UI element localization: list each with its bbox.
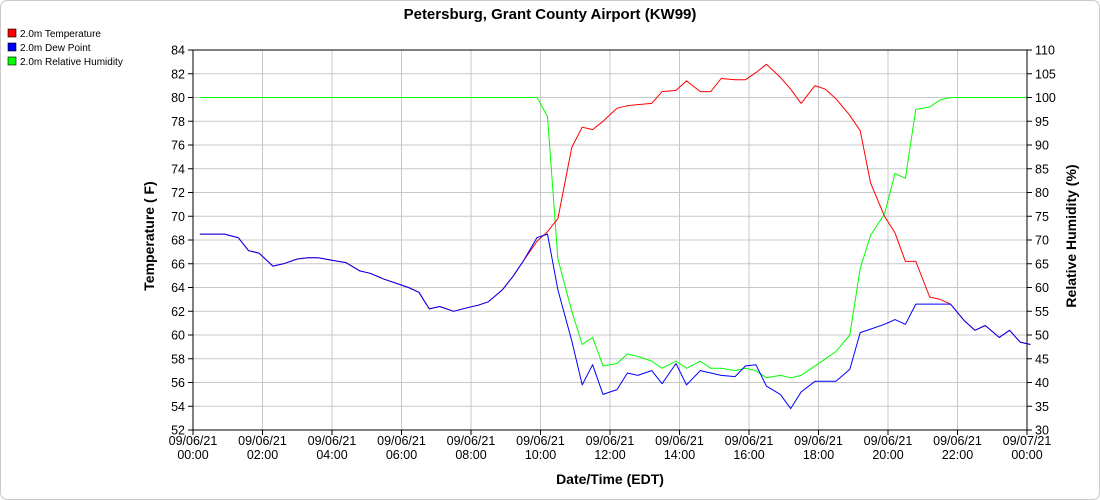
legend: 2.0m Temperature 2.0m Dew Point 2.0m Rel… <box>7 28 123 68</box>
x-tick-label-date: 09/06/21 <box>725 434 774 448</box>
x-axis-label: Date/Time (EDT) <box>556 471 664 487</box>
y-left-tick-label: 58 <box>171 352 185 366</box>
y-left-tick-label: 80 <box>171 91 185 105</box>
x-tick-label-date: 09/06/21 <box>655 434 704 448</box>
legend-swatch-relative-humidity <box>7 56 17 66</box>
x-tick-label-time: 04:00 <box>316 448 347 462</box>
x-tick-label-date: 09/06/21 <box>516 434 565 448</box>
y-right-tick-label: 50 <box>1035 329 1049 343</box>
x-tick-label-date: 09/06/21 <box>586 434 635 448</box>
x-tick-label-date: 09/06/21 <box>238 434 287 448</box>
x-tick-label-date: 09/06/21 <box>169 434 218 448</box>
y-left-tick-label: 72 <box>171 186 185 200</box>
x-tick-label-time: 16:00 <box>733 448 764 462</box>
y-axis-left-label: Temperature ( F) <box>141 181 157 290</box>
x-tick-label-time: 18:00 <box>803 448 834 462</box>
y-right-tick-label: 90 <box>1035 139 1049 153</box>
y-left-tick-label: 76 <box>171 139 185 153</box>
legend-label-dew-point: 2.0m Dew Point <box>20 43 91 54</box>
dew-point-line <box>199 233 1031 410</box>
y-left-tick-label: 56 <box>171 376 185 390</box>
axis-ticks: 09/06/2100:0009/06/2102:0009/06/2104:000… <box>169 44 1056 463</box>
x-tick-label-time: 02:00 <box>247 448 278 462</box>
y-left-tick-label: 54 <box>171 400 185 414</box>
x-tick-label-date: 09/06/21 <box>794 434 843 448</box>
y-right-tick-label: 60 <box>1035 281 1049 295</box>
x-tick-label-time: 08:00 <box>455 448 486 462</box>
y-left-tick-label: 62 <box>171 305 185 319</box>
legend-label-temperature: 2.0m Temperature <box>20 29 101 40</box>
y-right-tick-label: 105 <box>1035 67 1056 81</box>
x-tick-label-date: 09/06/21 <box>377 434 426 448</box>
x-tick-label-date: 09/07/21 <box>1003 434 1052 448</box>
y-left-tick-label: 52 <box>171 424 185 438</box>
x-tick-label-date: 09/06/21 <box>447 434 496 448</box>
x-tick-label-time: 00:00 <box>1011 448 1042 462</box>
series-layer <box>199 63 1031 410</box>
x-tick-label-time: 06:00 <box>386 448 417 462</box>
x-tick-label-time: 10:00 <box>525 448 556 462</box>
y-left-tick-label: 70 <box>171 210 185 224</box>
y-right-tick-label: 55 <box>1035 305 1049 319</box>
chart-title: Petersburg, Grant County Airport (KW99) <box>404 6 697 23</box>
relative-humidity-line <box>199 97 1031 379</box>
y-right-tick-label: 95 <box>1035 115 1049 129</box>
y-axis-right-label: Relative Humidity (%) <box>1063 164 1079 307</box>
y-left-tick-label: 78 <box>171 115 185 129</box>
legend-swatch-temperature <box>7 28 17 38</box>
y-right-tick-label: 85 <box>1035 162 1049 176</box>
y-left-tick-label: 64 <box>171 281 185 295</box>
y-left-tick-label: 60 <box>171 329 185 343</box>
y-right-tick-label: 30 <box>1035 424 1049 438</box>
legend-swatch-dew-point <box>7 42 17 52</box>
x-tick-label-date: 09/06/21 <box>308 434 357 448</box>
grid <box>193 50 1027 430</box>
y-right-tick-label: 35 <box>1035 400 1049 414</box>
x-tick-label-time: 22:00 <box>942 448 973 462</box>
y-right-tick-label: 65 <box>1035 257 1049 271</box>
legend-label-relative-humidity: 2.0m Relative Humidity <box>20 57 123 68</box>
y-left-tick-label: 66 <box>171 257 185 271</box>
x-tick-label-time: 14:00 <box>664 448 695 462</box>
y-right-tick-label: 110 <box>1035 44 1055 58</box>
x-tick-label-time: 20:00 <box>872 448 903 462</box>
y-right-tick-label: 100 <box>1035 91 1056 105</box>
y-left-tick-label: 82 <box>171 67 185 81</box>
y-right-tick-label: 40 <box>1035 376 1049 390</box>
y-right-tick-label: 75 <box>1035 210 1049 224</box>
y-left-tick-label: 74 <box>171 162 185 176</box>
y-right-tick-label: 80 <box>1035 186 1049 200</box>
y-right-tick-label: 70 <box>1035 234 1049 248</box>
x-tick-label-date: 09/06/21 <box>933 434 982 448</box>
y-right-tick-label: 45 <box>1035 352 1049 366</box>
y-left-tick-label: 84 <box>171 44 185 58</box>
x-tick-label-time: 12:00 <box>594 448 625 462</box>
y-left-tick-label: 68 <box>171 234 185 248</box>
x-tick-label-time: 00:00 <box>177 448 208 462</box>
x-tick-label-date: 09/06/21 <box>864 434 913 448</box>
